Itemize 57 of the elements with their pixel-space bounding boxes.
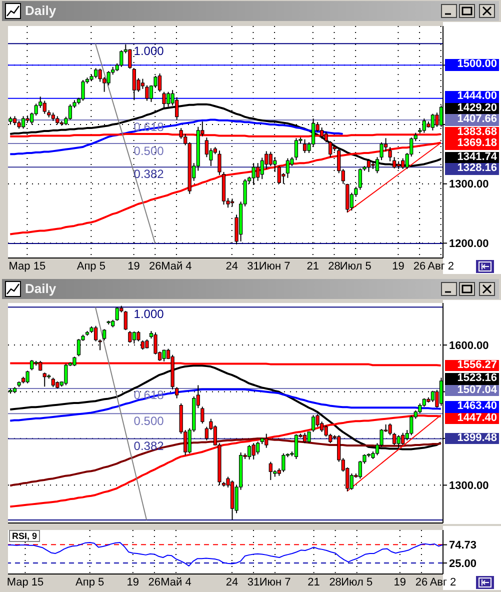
y-tick-label: 25.00 [449, 558, 477, 570]
annotation: 1463.40 [445, 400, 499, 413]
annotation: 1447.40 [445, 412, 499, 424]
x-tick-label: 26 [415, 576, 428, 588]
annotation: 0.382 [134, 438, 164, 453]
ref-line-label: 1399.48 [445, 432, 499, 444]
x-tick-label: 26 [148, 576, 161, 588]
x-tick-label: 19 [392, 260, 404, 272]
ref-line-label: 1500.00 [445, 58, 499, 71]
x-tick-label: 21 [306, 260, 320, 272]
ref-line-label: 1507.04 [445, 384, 499, 396]
y-tick-label: 1200.00 [449, 238, 489, 250]
annotation: 1369.18 [445, 137, 499, 150]
ref-line-label: 1444.00 [445, 90, 499, 103]
x-tick-label: 24 [226, 260, 238, 272]
chart-title: RSI, 9 [9, 530, 40, 542]
y-tick-label: 74.73 [449, 540, 477, 552]
x-tick-label: Май 4 [161, 260, 192, 272]
annotation: 1429.20 [445, 102, 499, 114]
x-tick-label: 28 [328, 260, 340, 272]
annotation: 1383.68 [445, 126, 499, 138]
annotation: 1556.27 [445, 358, 499, 372]
x-tick-label: Мар 15 [8, 260, 46, 272]
annotation: 0.500 [134, 414, 164, 428]
x-tick-label: 19 [126, 576, 140, 588]
x-tick-label: 19 [128, 260, 140, 272]
annotation: 1341.74 [445, 150, 499, 164]
y-tick-label: 1600.00 [449, 340, 489, 352]
x-tick-label: Мар 15 [6, 576, 44, 588]
annotation: 1523.16 [445, 372, 499, 385]
x-tick-label: 21 [308, 576, 320, 588]
annotation: 0.382 [134, 167, 164, 182]
x-tick-label: Апр 5 [76, 260, 106, 272]
x-tick-label: Май 4 [160, 576, 192, 588]
x-tick-label: 19 [394, 576, 406, 588]
x-tick-label: 31 [247, 260, 260, 272]
chart-title: Daily [25, 281, 56, 296]
x-tick-label: Июл 5 [340, 260, 372, 272]
x-tick-label: 26 [413, 260, 426, 272]
ref-line-label: 1407.66 [445, 113, 499, 126]
x-tick-label: Авг 2 [430, 576, 456, 588]
annotation: 1.000 [134, 44, 164, 58]
y-tick-label: 1300.00 [449, 178, 489, 191]
x-tick-label: Июн 7 [259, 576, 291, 588]
x-tick-label: Июл 5 [341, 576, 373, 588]
x-tick-label: 28 [329, 576, 342, 588]
annotation: 1.000 [134, 307, 164, 322]
x-tick-label: 26 [149, 260, 162, 272]
x-tick-label: Апр 5 [76, 576, 104, 588]
annotation: 0.500 [134, 144, 164, 158]
chart-title: Daily [25, 3, 56, 18]
x-tick-label: Авг 2 [428, 260, 454, 272]
x-tick-label: 31 [247, 576, 260, 588]
x-tick-label: Июн 7 [258, 260, 290, 272]
y-tick-label: 1300.00 [449, 480, 489, 492]
ref-line-label: 1328.16 [445, 162, 499, 175]
x-tick-label: 24 [226, 576, 238, 588]
